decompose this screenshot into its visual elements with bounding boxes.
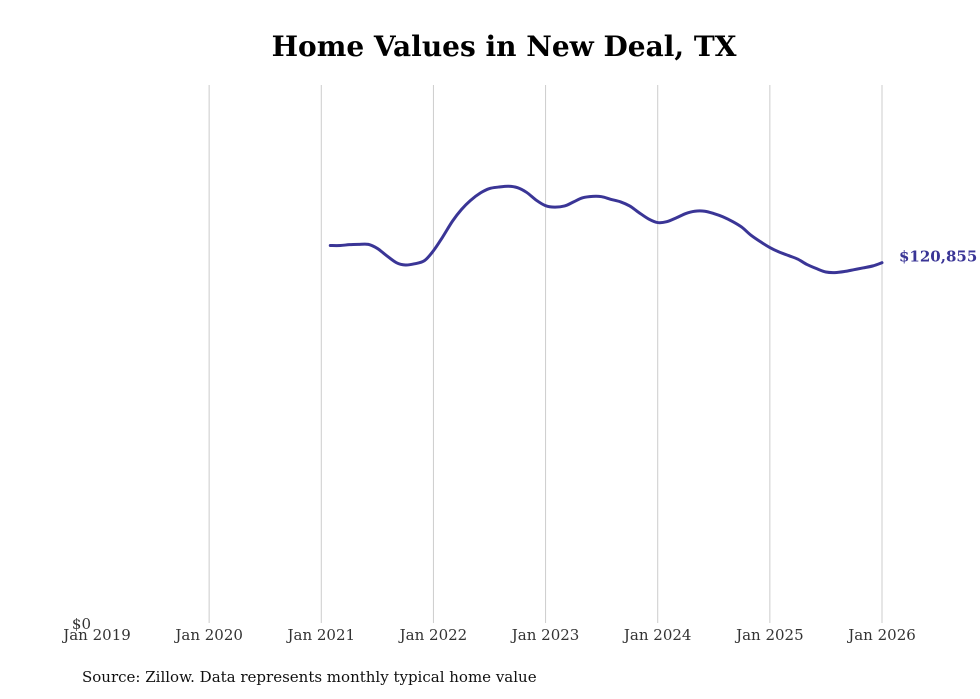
x-tick-label: Jan 2021 <box>286 626 356 644</box>
x-tick-label: Jan 2019 <box>61 626 131 644</box>
x-tick-label: Jan 2026 <box>846 626 916 644</box>
gridlines <box>208 85 883 623</box>
x-tick-label: Jan 2025 <box>734 626 804 644</box>
x-tick-label: Jan 2020 <box>173 626 243 644</box>
chart-title: Home Values in New Deal, TX <box>271 30 737 63</box>
x-tick-label: Jan 2024 <box>622 626 692 644</box>
series-layer: $120,855 <box>328 184 977 275</box>
x-tick-label: Jan 2023 <box>510 626 580 644</box>
y-axis-ticks: $0 <box>72 615 91 633</box>
y-tick-label: $0 <box>72 615 91 633</box>
x-tick-label: Jan 2022 <box>398 626 468 644</box>
series-line-home-value <box>328 184 884 275</box>
end-value-label: $120,855 <box>899 248 977 266</box>
source-note: Source: Zillow. Data represents monthly … <box>82 668 537 686</box>
x-axis-ticks: Jan 2019 Jan 2020 Jan 2021 Jan 2022 Jan 2023… <box>61 626 916 644</box>
